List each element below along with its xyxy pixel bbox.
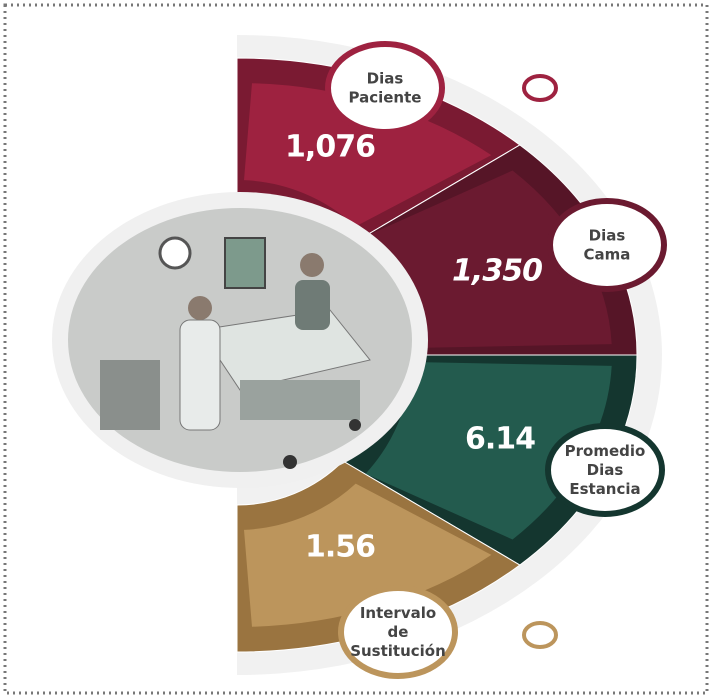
segment xyxy=(243,483,492,627)
segment-label: Intervalo xyxy=(360,604,436,622)
center-illustration xyxy=(52,192,428,488)
visitor-head xyxy=(300,253,324,277)
segment-label: Dias xyxy=(589,227,626,245)
segment-label: Sustitución xyxy=(350,642,446,660)
segment-label: Promedio xyxy=(565,442,646,460)
label-bubble xyxy=(545,423,665,517)
clock xyxy=(158,236,192,270)
monitor xyxy=(224,237,266,289)
segment-label: Estancia xyxy=(569,480,640,498)
visitor xyxy=(295,280,330,330)
wheel xyxy=(283,455,297,469)
segment-label: Cama xyxy=(584,246,631,264)
segment-label: Paciente xyxy=(349,89,422,107)
doctor xyxy=(179,319,221,431)
segments xyxy=(236,35,662,675)
label-bubble xyxy=(547,198,667,292)
bed xyxy=(199,309,371,391)
segment-value: 1,076 xyxy=(285,130,375,165)
dotted-border xyxy=(3,3,709,695)
segment-label: de xyxy=(388,623,409,641)
ring xyxy=(522,74,558,102)
ring xyxy=(522,621,558,649)
segment-value: 6.14 xyxy=(465,422,535,457)
segment-label: Dias xyxy=(587,461,624,479)
label-bubble xyxy=(338,585,458,679)
segment-value: 1,350 xyxy=(452,254,542,289)
segment xyxy=(365,170,612,349)
segment-value: 1.56 xyxy=(305,530,375,565)
segment xyxy=(243,83,492,227)
wheel xyxy=(349,419,361,431)
segment xyxy=(365,361,612,540)
doctor-head xyxy=(188,296,212,320)
segment-label: Dias xyxy=(367,70,404,88)
nightstand xyxy=(100,360,160,430)
bed-frame xyxy=(240,380,360,420)
label-bubble xyxy=(325,41,445,135)
